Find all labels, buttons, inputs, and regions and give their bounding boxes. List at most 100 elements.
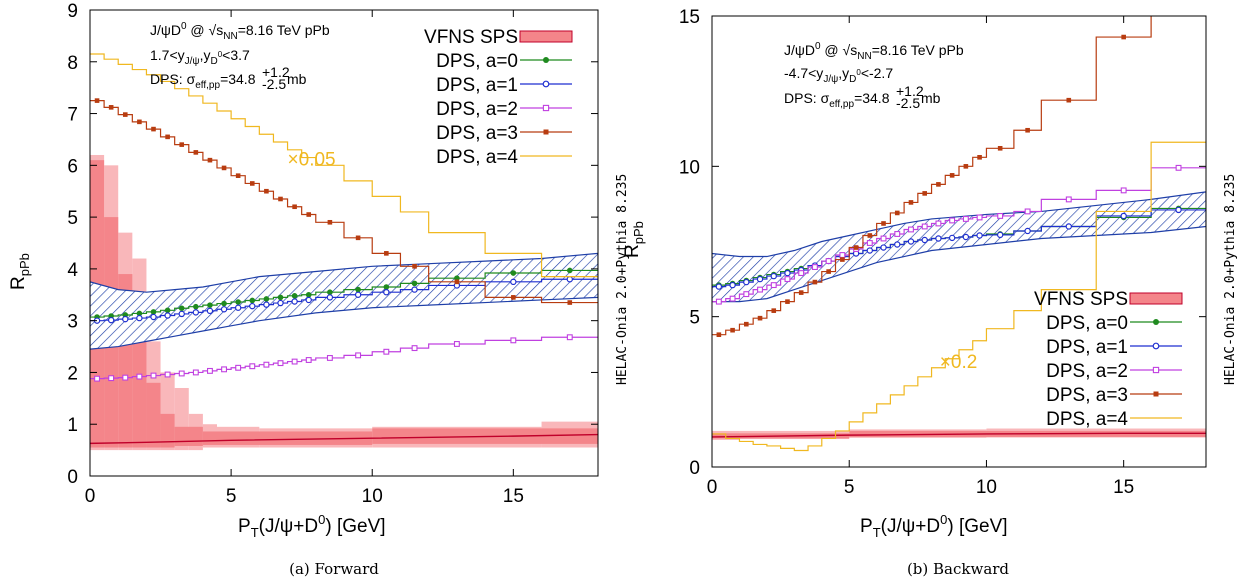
point-forward-a1-6: [178, 310, 185, 318]
ytick-label-forward-2: 2: [67, 363, 78, 384]
point-backward-a1-19: [976, 232, 983, 239]
ann-sigma-backward: DPS: σeff,pp=34.8: [784, 90, 890, 110]
point-forward-a1-1: [107, 316, 115, 324]
point-backward-a1-14: [907, 238, 915, 245]
point-forward-a3-12: [264, 188, 269, 194]
point-backward-a2-5: [784, 276, 791, 283]
point-backward-a1-4: [770, 272, 777, 280]
point-forward-a1-12: [263, 301, 270, 308]
point-backward-a1-16: [935, 235, 942, 242]
point-backward-a2-1: [729, 295, 736, 302]
point-backward-a3-20: [997, 145, 1003, 151]
point-forward-a3-4: [151, 126, 156, 132]
point-forward-a1-7: [192, 309, 200, 316]
ann-rapidity-forward: 1.7<yJ/ψ,yD0<3.7: [150, 47, 250, 67]
point-backward-a2-16: [935, 220, 942, 227]
xtick-label-forward-3: 15: [503, 486, 524, 507]
point-backward-a1-24: [1175, 206, 1182, 214]
axes-frame-forward: [89, 9, 599, 477]
point-forward-a3-5: [165, 134, 170, 140]
ytick-label-backward-0: 0: [689, 458, 700, 479]
sps-central-line-forward: [90, 433, 598, 445]
point-forward-a2-0: [94, 375, 101, 382]
point-forward-a0-4: [150, 309, 157, 315]
point-forward-a2-9: [221, 366, 228, 373]
point-backward-a2-7: [811, 264, 818, 271]
point-forward-a3-6: [179, 142, 185, 147]
point-backward-a3-2: [744, 321, 749, 327]
scale-note-backward: ×0.2: [940, 352, 978, 373]
point-backward-a1-23: [1120, 212, 1127, 220]
point-backward-a2-9: [839, 252, 846, 258]
ytick-label-forward-3: 3: [67, 312, 78, 333]
annotation-backward: J/ψD0 @ √sNN=8.16 TeV pPb -4.7<yJ/ψ,yD0<…: [784, 41, 964, 111]
legend-marker-forward-a1: [542, 80, 550, 88]
point-backward-a2-2: [743, 291, 750, 298]
ytick-label-forward-5: 5: [67, 208, 78, 229]
legend-label-forward-2: DPS, a=1: [436, 75, 518, 96]
legend-label-backward-2: DPS, a=1: [1046, 337, 1128, 358]
point-forward-a0-5: [164, 307, 171, 314]
point-backward-a2-22: [1065, 196, 1072, 203]
sps-dark-bin-forward-7: [202, 431, 373, 445]
legend-label-backward-4: DPS, a=3: [1046, 385, 1128, 406]
xtick-label-backward-0: 0: [707, 477, 718, 498]
point-backward-a1-5: [784, 269, 791, 277]
ann-sigma-forward: DPS: σeff,pp=34.8: [150, 71, 256, 91]
point-forward-a2-18: [383, 348, 390, 355]
sps-dark-bin-forward-6: [174, 426, 203, 446]
ann-energy-backward: J/ψD0 @ √sNN=8.16 TeV pPb: [784, 41, 964, 62]
ytick-label-backward-1: 5: [689, 308, 700, 329]
point-forward-a0-8: [207, 302, 213, 308]
point-backward-a2-18: [962, 216, 969, 222]
point-forward-a0-6: [178, 305, 185, 312]
point-forward-a2-5: [164, 371, 171, 378]
point-backward-a3-15: [922, 191, 927, 196]
point-forward-a0-18: [383, 284, 390, 290]
point-forward-a1-19: [411, 286, 418, 293]
point-backward-a1-22: [1065, 223, 1072, 230]
point-backward-a2-0: [715, 298, 722, 305]
point-forward-a2-10: [235, 364, 242, 371]
point-forward-a0-7: [193, 303, 199, 310]
legend-marker-backward-a2: [1152, 366, 1160, 374]
point-forward-a0-12: [263, 296, 270, 302]
point-forward-a2-19: [411, 345, 418, 352]
xlabel-backward: PT(J/ψ+D0) [GeV]: [860, 512, 1008, 540]
point-forward-a1-2: [122, 315, 129, 323]
plot-area-backward: [712, 16, 1206, 452]
point-backward-a2-8: [825, 258, 832, 264]
point-forward-a2-14: [291, 358, 298, 365]
point-backward-a3-9: [840, 257, 845, 262]
point-backward-a2-11: [866, 240, 873, 246]
point-forward-a0-21: [510, 270, 517, 276]
annotation-forward: J/ψD0 @ √sNN=8.16 TeV pPb 1.7<yJ/ψ,yD0<3…: [150, 21, 330, 92]
point-backward-a3-10: [853, 245, 859, 250]
ytick-label-forward-0: 0: [67, 467, 78, 488]
legend-label-forward-4: DPS, a=3: [436, 123, 518, 144]
legend-label-forward-5: DPS, a=4: [436, 147, 518, 168]
point-forward-a2-16: [326, 354, 333, 361]
point-backward-a3-17: [949, 173, 955, 178]
xtick-label-backward-3: 15: [1113, 477, 1134, 498]
legend-marker-backward-a1: [1152, 342, 1160, 350]
point-backward-a1-17: [948, 234, 956, 242]
point-forward-a0-22: [566, 267, 573, 274]
point-backward-a2-24: [1175, 164, 1182, 171]
dps-uncertainty-band-backward: [712, 191, 1206, 303]
point-backward-a2-17: [949, 217, 956, 224]
point-forward-a3-13: [278, 196, 283, 202]
legend-marker-forward-a0: [543, 57, 549, 63]
point-backward-a2-4: [770, 282, 777, 289]
legend-label-forward-0: VFNS SPS: [424, 27, 518, 48]
point-backward-a3-18: [963, 164, 969, 169]
point-forward-a1-8: [206, 307, 214, 315]
point-forward-a2-4: [150, 372, 157, 379]
point-forward-a3-19: [412, 264, 417, 269]
ann-sigma-up-backward: +1.2: [896, 83, 924, 99]
point-forward-a2-12: [263, 361, 270, 368]
legend-marker-forward-a3: [543, 129, 549, 135]
ann-sigma-down-forward: -2.5: [262, 76, 286, 92]
point-backward-a1-2: [743, 278, 750, 286]
legend-label-backward-1: DPS, a=0: [1046, 313, 1128, 334]
